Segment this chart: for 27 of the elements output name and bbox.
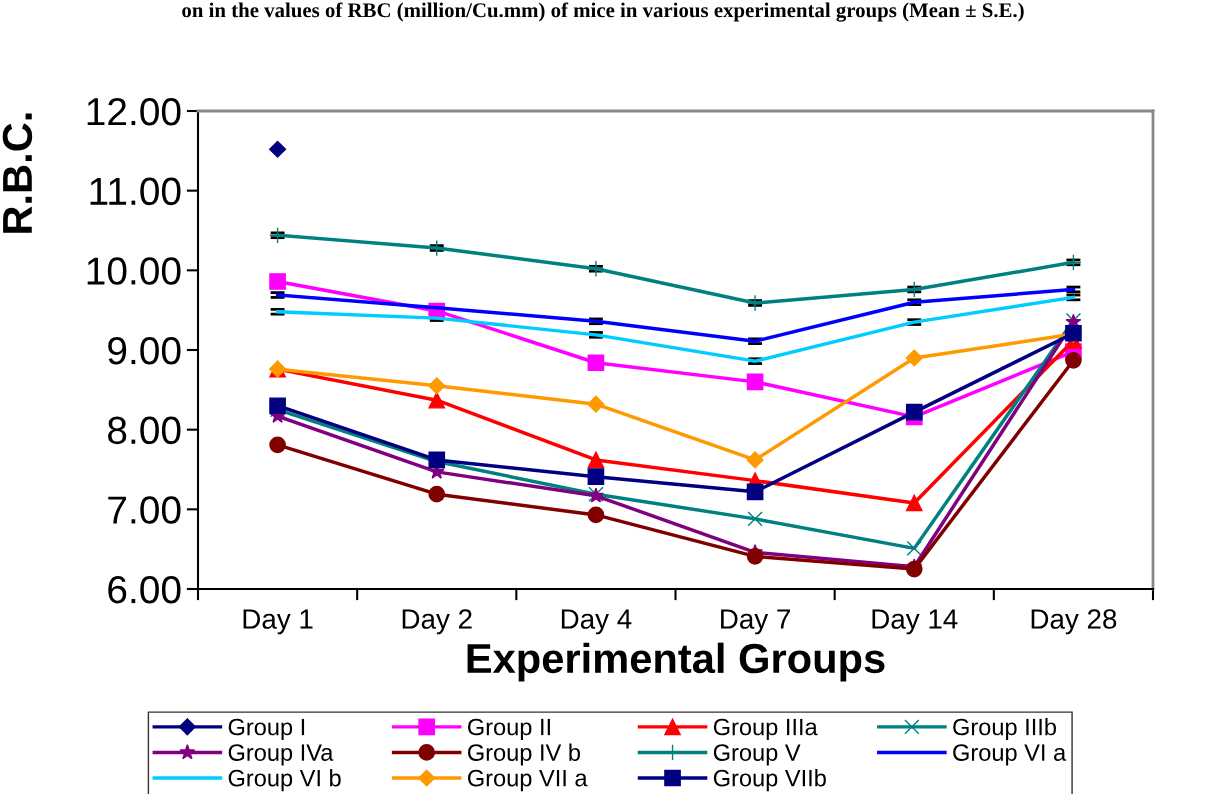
y-tick-label: 11.00: [90, 177, 181, 206]
chart-title: on in the values of RBC (million/Cu.mm) of mice in various experimental groups (Mean ± S.E.): [182, 2, 1024, 22]
legend-label: Group V: [713, 744, 801, 766]
y-tick-label: 6.00: [108, 575, 181, 604]
legend-label: Group VI b: [228, 769, 341, 792]
y-tick-label: 8.00: [108, 416, 181, 445]
x-tick-label: Day 1: [243, 609, 313, 635]
x-tick-label: Day 14: [872, 609, 958, 635]
legend-label: Group IIIa: [713, 718, 818, 741]
legend-label: Group IVa: [228, 744, 334, 766]
y-tick-label: 7.00: [108, 496, 181, 524]
y-tick-label: 10.00: [87, 257, 181, 285]
legend-label: Group I: [228, 718, 305, 741]
y-tick-label: 9.00: [108, 336, 181, 365]
x-tick-label: Day 7: [721, 609, 790, 635]
legend-label: Group VI a: [953, 744, 1067, 766]
legend-label: Group II: [468, 718, 550, 741]
y-axis-title: R.B.C.: [2, 113, 33, 233]
legend-label: Group VIIb: [713, 769, 826, 792]
legend-label: Group VII a: [468, 769, 588, 792]
legend-label: Group IIIb: [953, 718, 1056, 741]
x-tick-label: Day 2: [402, 609, 472, 635]
legend-label: Group IV b: [468, 743, 580, 766]
x-tick-label: Day 28: [1031, 609, 1117, 635]
y-tick-label: 12.00: [87, 97, 181, 126]
x-axis-title: Experimental Groups: [467, 642, 885, 682]
x-tick-label: Day 4: [561, 609, 632, 635]
